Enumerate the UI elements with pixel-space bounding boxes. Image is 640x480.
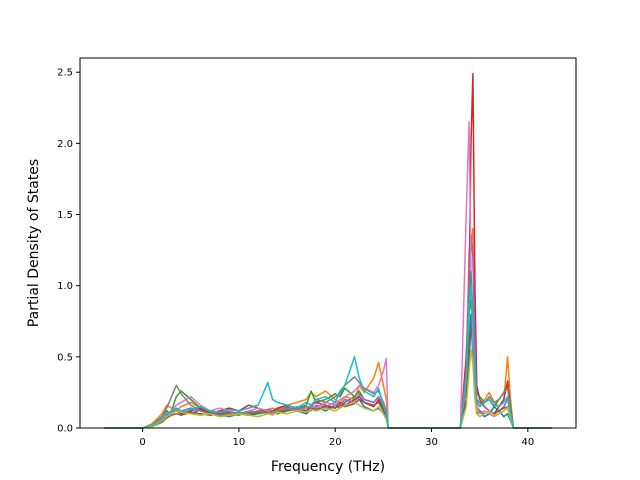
- y-tick-label: 2.5: [57, 68, 73, 79]
- y-tick-label: 0.0: [57, 424, 73, 435]
- series-line-2: [104, 228, 552, 429]
- y-tick-label: 0.5: [57, 352, 73, 363]
- x-tick-label: 10: [233, 437, 246, 448]
- series-line-5: [104, 235, 552, 429]
- series-line-9: [104, 348, 552, 429]
- series-line-7: [104, 121, 552, 429]
- x-tick-label: 30: [425, 437, 438, 448]
- series-line-4: [104, 72, 552, 429]
- y-axis-ticks: 0.0 0.5 1.0 1.5 2.0 2.5: [57, 68, 80, 435]
- series-line-1: [104, 313, 552, 429]
- x-tick-label: 40: [521, 437, 534, 448]
- y-tick-label: 1.0: [57, 281, 73, 292]
- x-axis-label: Frequency (THz): [271, 459, 385, 475]
- series-line-8: [104, 270, 552, 429]
- series-line-10: [104, 284, 552, 429]
- x-tick-label: 20: [329, 437, 342, 448]
- series-layer: [104, 72, 552, 429]
- y-tick-label: 1.5: [57, 210, 73, 221]
- plot-frame: [79, 57, 577, 429]
- y-tick-label: 2.0: [57, 139, 73, 150]
- y-axis-label: Partial Density of States: [26, 159, 42, 327]
- x-tick-label: 0: [139, 437, 145, 448]
- x-axis-ticks: 0 10 20 30 40: [139, 428, 534, 448]
